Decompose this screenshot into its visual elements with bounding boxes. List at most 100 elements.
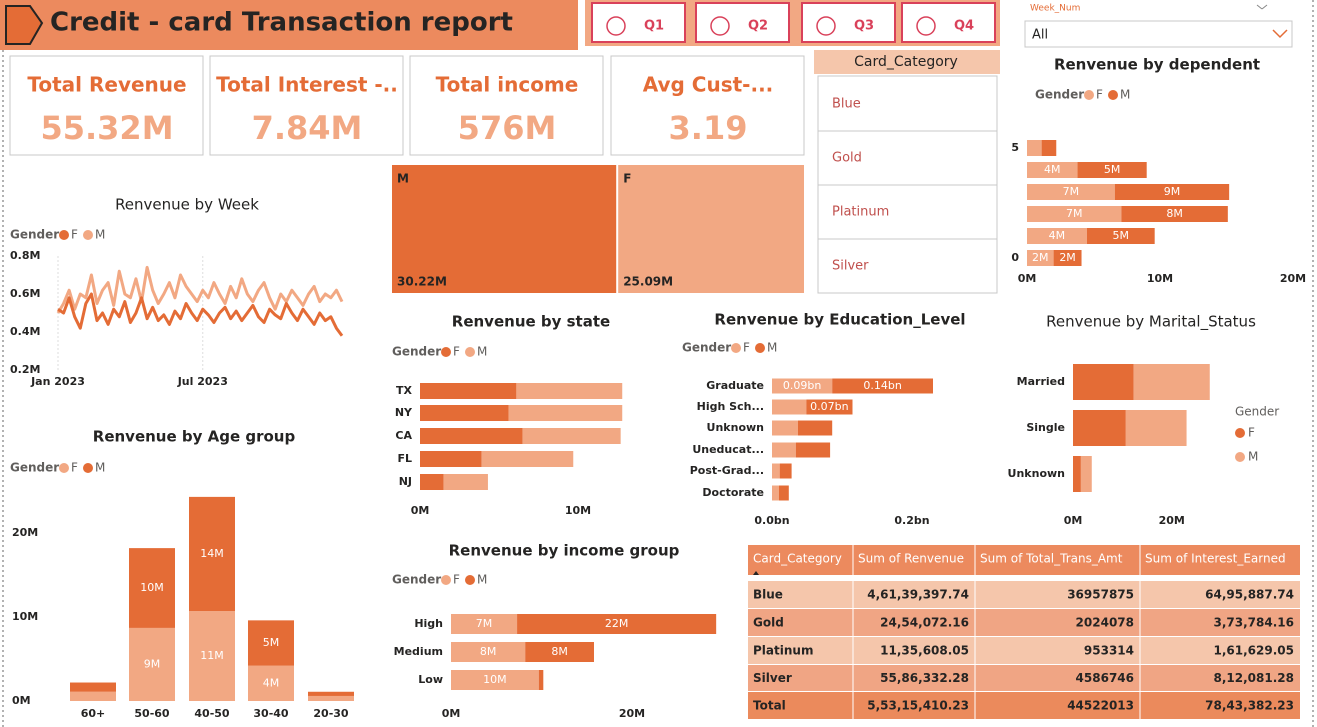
data-label: 4M xyxy=(263,676,280,689)
dropdown[interactable] xyxy=(1024,20,1293,48)
category-label: Low xyxy=(418,673,443,686)
legend-dot xyxy=(465,575,475,585)
y-tick-label: 0.2M xyxy=(10,363,40,376)
y-tick-label: 0M xyxy=(12,694,31,707)
bar-segment xyxy=(189,496,235,612)
data-label: 0.14bn xyxy=(863,379,901,392)
data-label: 7M xyxy=(476,617,493,630)
legend-label: F xyxy=(1096,88,1103,102)
bar-segment xyxy=(1027,206,1122,222)
legend-label: M xyxy=(477,573,487,587)
table-cell: 5,53,15,410.23 xyxy=(867,699,969,713)
y-tick-label: 0.6M xyxy=(10,287,40,300)
legend-label: F xyxy=(71,228,78,242)
chart-title: Renvenue by Age group xyxy=(93,428,296,446)
chart-title: Renvenue by Marital_Status xyxy=(1046,313,1256,332)
category-label: FL xyxy=(397,452,412,465)
table-cell: Platinum xyxy=(753,644,813,658)
bar-segment xyxy=(1073,456,1081,492)
kpi-title: Total Revenue xyxy=(27,73,186,97)
bar-segment xyxy=(420,474,444,490)
x-tick-label: 30-40 xyxy=(253,707,289,720)
category-label: Graduate xyxy=(706,379,764,392)
slicer-item[interactable]: Platinum xyxy=(832,205,889,220)
data-label: 5M xyxy=(1104,163,1121,176)
bar-segment xyxy=(1053,250,1082,266)
x-tick-label: 0M xyxy=(1018,272,1037,285)
data-label: 5M xyxy=(263,636,280,649)
bar-segment xyxy=(1073,364,1134,400)
category-label: High Sch... xyxy=(697,400,764,413)
quarter-button[interactable] xyxy=(695,2,790,43)
bar-segment xyxy=(517,614,717,634)
table-cell: 953314 xyxy=(1084,644,1134,658)
category-label: Unknown xyxy=(707,421,764,434)
legend-label: F xyxy=(71,461,78,475)
x-tick-label: 20M xyxy=(619,707,645,720)
bar-segment xyxy=(1027,250,1054,266)
bar-segment xyxy=(1077,162,1147,178)
x-tick-label: 0.0bn xyxy=(754,514,789,527)
data-label: 5M xyxy=(1113,229,1130,242)
bar-segment xyxy=(451,670,539,690)
header-banner xyxy=(0,0,578,50)
bar-segment xyxy=(508,405,623,421)
table-cell: Silver xyxy=(753,671,792,685)
bar-segment xyxy=(1125,410,1187,446)
category-label: Doctorate xyxy=(702,486,764,499)
category-label: Single xyxy=(1026,421,1065,434)
slicer-item[interactable]: Gold xyxy=(832,151,862,166)
legend-dot xyxy=(1235,452,1245,462)
quarter-label: Q3 xyxy=(854,19,874,34)
tile-label: F xyxy=(623,172,631,186)
chevron xyxy=(1256,4,1263,10)
bar-segment xyxy=(772,420,798,436)
table-cell: 1,61,629.05 xyxy=(1214,644,1294,658)
line-series xyxy=(56,265,344,314)
kpi-card xyxy=(409,55,604,156)
radio xyxy=(816,16,836,36)
data-label: 25.09M xyxy=(623,275,673,289)
legend-dot xyxy=(441,347,451,357)
bar-segment xyxy=(779,485,789,501)
category-label: 0 xyxy=(1011,251,1019,264)
header-title: Credit - card Transaction report xyxy=(50,8,513,38)
bar-segment xyxy=(772,463,780,479)
filter-label: Week_Num xyxy=(1030,4,1080,14)
bar-segment xyxy=(1086,228,1155,244)
category-label: NJ xyxy=(399,475,412,488)
slicer-item[interactable]: Silver xyxy=(832,259,869,274)
data-label: 11M xyxy=(200,649,224,662)
legend-dot xyxy=(1108,90,1118,100)
quarter-button[interactable] xyxy=(901,2,996,43)
bar-segment xyxy=(308,691,354,696)
bar-segment xyxy=(522,428,621,444)
kpi-title: Total income xyxy=(436,73,579,97)
bar-segment xyxy=(1027,140,1042,156)
data-label: 8M xyxy=(551,645,568,658)
slicer-title: Card_Category xyxy=(854,54,958,70)
data-label: 0.07bn xyxy=(810,400,848,413)
legend-dot xyxy=(441,575,451,585)
chevron xyxy=(1272,29,1288,39)
legend-dot xyxy=(59,463,69,473)
data-label: 22M xyxy=(605,617,629,630)
quarter-button[interactable] xyxy=(591,2,686,43)
quarter-button[interactable] xyxy=(801,2,896,43)
chart-title: Renvenue by dependent xyxy=(1054,56,1260,74)
data-label: 8M xyxy=(480,645,497,658)
bar-segment xyxy=(525,642,594,662)
category-label: Married xyxy=(1017,375,1065,388)
table-cell: 4586746 xyxy=(1076,671,1134,685)
bar-segment xyxy=(1041,140,1057,156)
legend-label: F xyxy=(1248,426,1255,440)
legend-title: Gender xyxy=(1035,88,1084,102)
x-tick-label: 50-60 xyxy=(134,707,170,720)
data-label: 10M xyxy=(140,581,164,594)
slicer-item[interactable]: Blue xyxy=(832,97,861,112)
bar-segment xyxy=(832,378,933,394)
x-tick-label: 20M xyxy=(1159,514,1185,527)
table-cell: Blue xyxy=(753,588,783,602)
x-tick-label: 0M xyxy=(442,707,461,720)
bar-segment xyxy=(420,383,517,399)
